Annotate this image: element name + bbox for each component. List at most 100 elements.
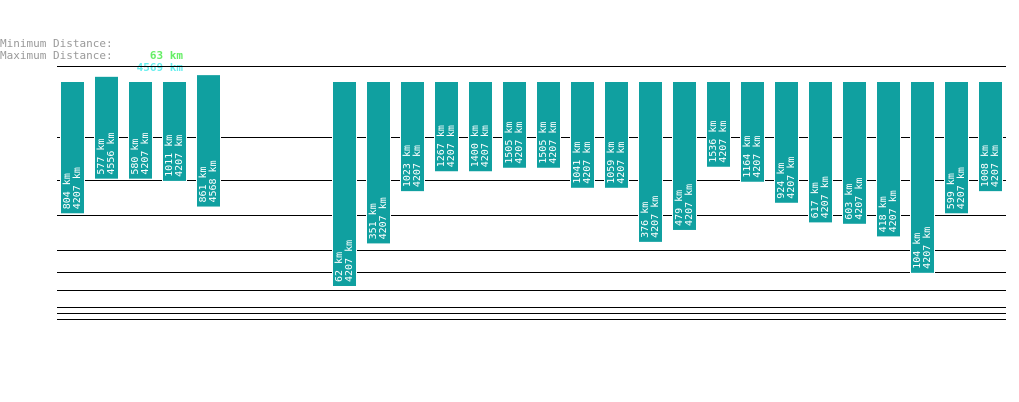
bar-total-label: 4207 km: [514, 122, 525, 164]
bar-8: 1267 km 4207 km: [434, 81, 459, 173]
bar-rect: [570, 81, 595, 189]
bar-6: 351 km 4207 km: [366, 81, 391, 245]
bar-rect: [468, 81, 493, 173]
bar-total-label: 4207 km: [956, 167, 967, 209]
bar-distance-label: 376 km: [640, 202, 651, 238]
bar-total-label: 4207 km: [72, 167, 83, 209]
bar-0: 804 km 4207 km: [60, 81, 85, 215]
bar-2: 580 km 4207 km: [128, 81, 153, 180]
bar-21: 418 km 4207 km: [876, 81, 901, 238]
bar-distance-label: 617 km: [810, 182, 821, 218]
bar-22: 104 km 4207 km: [910, 81, 935, 274]
bar-distance-label: 599 km: [946, 173, 957, 209]
bar-distance-label: 479 km: [674, 190, 685, 226]
bar-10: 1505 km 4207 km: [502, 81, 527, 169]
bar-9: 1400 km 4207 km: [468, 81, 493, 173]
bar-total-label: 4207 km: [174, 135, 185, 177]
bar-distance-label: 924 km: [776, 163, 787, 199]
max-distance-label: Maximum Distance:: [0, 49, 113, 62]
bar-distance-label: 1536 km: [708, 121, 719, 163]
bar-12: 1041 km 4207 km: [570, 81, 595, 189]
bar-total-label: 4207 km: [718, 121, 729, 163]
min-distance-label: Minimum Distance:: [0, 37, 113, 50]
bar-total-label: 4207 km: [480, 125, 491, 167]
bar-distance-label: 580 km: [130, 139, 141, 175]
bar-distance-label: 603 km: [844, 184, 855, 220]
bar-distance-label: 1041 km: [572, 142, 583, 184]
bar-distance-label: 1008 km: [980, 145, 991, 187]
bar-3: 1011 km 4207 km: [162, 81, 187, 182]
bar-total-label: 4207 km: [752, 136, 763, 178]
bar-rect: [774, 81, 799, 204]
bar-rect: [978, 81, 1003, 193]
bar-rect: [604, 81, 629, 189]
bar-distance-label: 1400 km: [470, 125, 481, 167]
bar-distance-label: 861 km: [198, 166, 209, 202]
bar-total-label: 4207 km: [888, 190, 899, 232]
bar-rect: [400, 81, 425, 193]
bar-7: 1023 km 4207 km: [400, 81, 425, 193]
min-distance-row: Minimum Distance: 63 km: [0, 26, 183, 62]
bar-total-label: 4207 km: [582, 142, 593, 184]
bar-distance-label: 1267 km: [436, 125, 447, 167]
bar-distance-label: 1059 km: [606, 142, 617, 184]
bar-15: 479 km 4207 km: [672, 81, 697, 231]
bar-1: 577 km 4556 km: [94, 75, 119, 180]
bar-distance-label: 1505 km: [504, 122, 515, 164]
bar-18: 924 km 4207 km: [774, 81, 799, 204]
bar-total-label: 4207 km: [820, 176, 831, 218]
bar-total-label: 4207 km: [446, 125, 457, 167]
bar-13: 1059 km 4207 km: [604, 81, 629, 189]
bar-rect: [502, 81, 527, 169]
bar-rect: [196, 74, 221, 208]
bar-4: 861 km 4568 km: [196, 74, 221, 208]
bar-rect: [128, 81, 153, 180]
distance-summary: Minimum Distance: 63 km Maximum Distance…: [0, 26, 183, 74]
bar-total-label: 4207 km: [922, 227, 933, 269]
bar-rect: [60, 81, 85, 215]
bar-rect: [536, 81, 561, 169]
bar-rect: [842, 81, 867, 225]
bar-rect: [706, 81, 731, 168]
bar-rect: [876, 81, 901, 238]
bar-rect: [910, 81, 935, 274]
bar-distance-label: 1505 km: [538, 122, 549, 164]
bar-rect: [434, 81, 459, 173]
bar-total-label: 4207 km: [684, 184, 695, 226]
bar-17: 1164 km 4207 km: [740, 81, 765, 183]
bar-11: 1505 km 4207 km: [536, 81, 561, 169]
bar-total-label: 4556 km: [106, 133, 117, 175]
bar-rect: [638, 81, 663, 243]
bar-distance-label: 1164 km: [742, 136, 753, 178]
bar-20: 603 km 4207 km: [842, 81, 867, 225]
bar-23: 599 km 4207 km: [944, 81, 969, 215]
bar-total-label: 4207 km: [650, 196, 661, 238]
max-distance-row: Maximum Distance: 4569 km: [0, 38, 183, 74]
bar-24: 1008 km 4207 km: [978, 81, 1003, 193]
bar-distance-label: 104 km: [912, 233, 923, 269]
bar-rect: [366, 81, 391, 245]
bar-16: 1536 km 4207 km: [706, 81, 731, 168]
bar-distance-label: 577 km: [96, 139, 107, 175]
bar-total-label: 4207 km: [412, 145, 423, 187]
bar-total-label: 4207 km: [548, 122, 559, 164]
bar-total-label: 4207 km: [378, 197, 389, 239]
bar-5: 62 km 4207 km: [332, 81, 357, 287]
bar-19: 617 km 4207 km: [808, 81, 833, 224]
bar-distance-label: 62 km: [334, 252, 345, 282]
bar-rect: [808, 81, 833, 224]
bar-14: 376 km 4207 km: [638, 81, 663, 243]
grid-lines: [57, 66, 1006, 320]
bar-total-label: 4207 km: [344, 240, 355, 282]
bar-rect: [94, 75, 119, 180]
bar-total-label: 4207 km: [854, 178, 865, 220]
bar-rect: [162, 81, 187, 182]
bar-total-label: 4207 km: [616, 142, 627, 184]
bar-rect: [672, 81, 697, 231]
bar-distance-label: 1023 km: [402, 145, 413, 187]
bar-distance-label: 804 km: [62, 173, 73, 209]
bar-total-label: 4207 km: [990, 145, 1001, 187]
bar-total-label: 4207 km: [786, 157, 797, 199]
